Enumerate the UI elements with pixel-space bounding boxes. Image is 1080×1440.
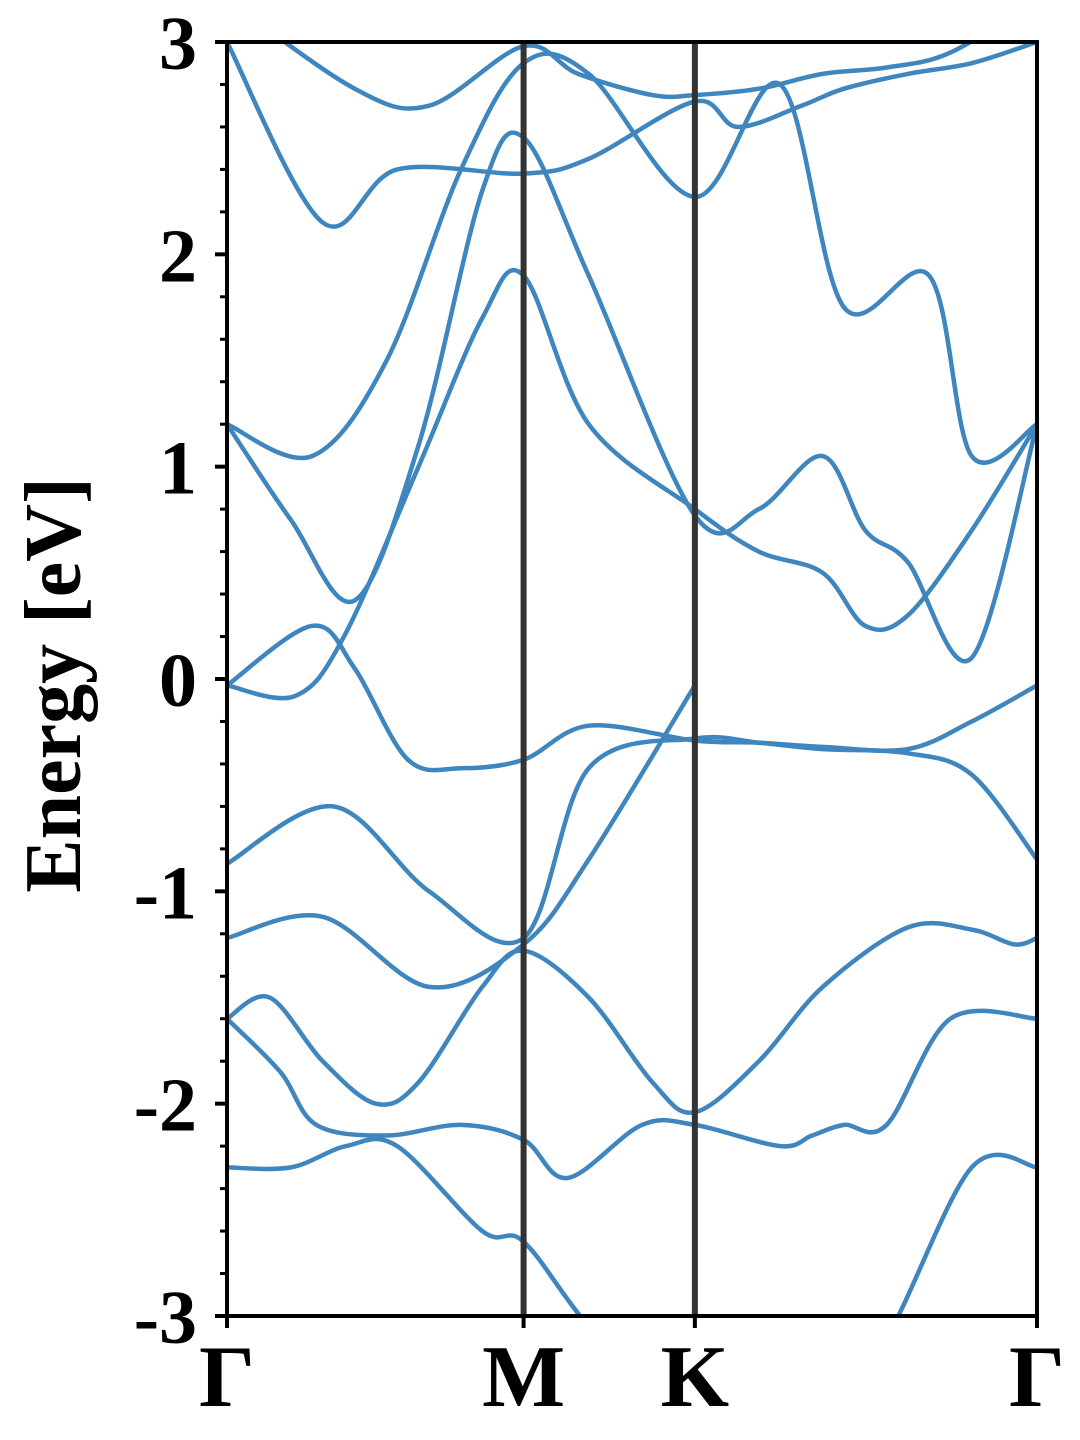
band-line-1 (227, 1136, 1037, 1316)
xtick-label: Γ (199, 1329, 255, 1426)
plot-frame (225, 40, 1039, 1318)
band-line-5 (227, 734, 1037, 946)
band-line-7 (227, 267, 1037, 701)
ytick-label: 2 (159, 214, 197, 298)
ytick-label: -1 (134, 851, 197, 935)
band-line-2 (227, 1008, 1037, 1181)
axes-layer (215, 40, 1039, 1328)
bands-layer (227, 42, 1037, 1316)
kpoint-lines-layer (520, 42, 698, 1316)
ytick-label: -3 (134, 1276, 197, 1360)
ytick-label: 0 (159, 639, 197, 723)
xtick-label: K (661, 1329, 729, 1426)
band-line-3 (227, 920, 1037, 1115)
band-line-4 (227, 683, 698, 990)
band-line-6 (227, 623, 1037, 773)
ytick-label: -2 (134, 1064, 197, 1148)
y-axis-label: Energy [eV] (10, 477, 98, 892)
ytick-label: 1 (159, 427, 197, 511)
band-line-11 (280, 42, 975, 111)
labels-layer: Energy [eV] -3 -2 -1 0 1 2 3 Γ M K Γ (10, 2, 1065, 1426)
ytick-label: 3 (159, 2, 197, 86)
xtick-label: M (482, 1329, 565, 1426)
band-line-9 (227, 51, 1037, 465)
band-line-8 (227, 130, 1037, 664)
band-line-10 (227, 42, 1037, 229)
xtick-label: Γ (1009, 1329, 1065, 1426)
